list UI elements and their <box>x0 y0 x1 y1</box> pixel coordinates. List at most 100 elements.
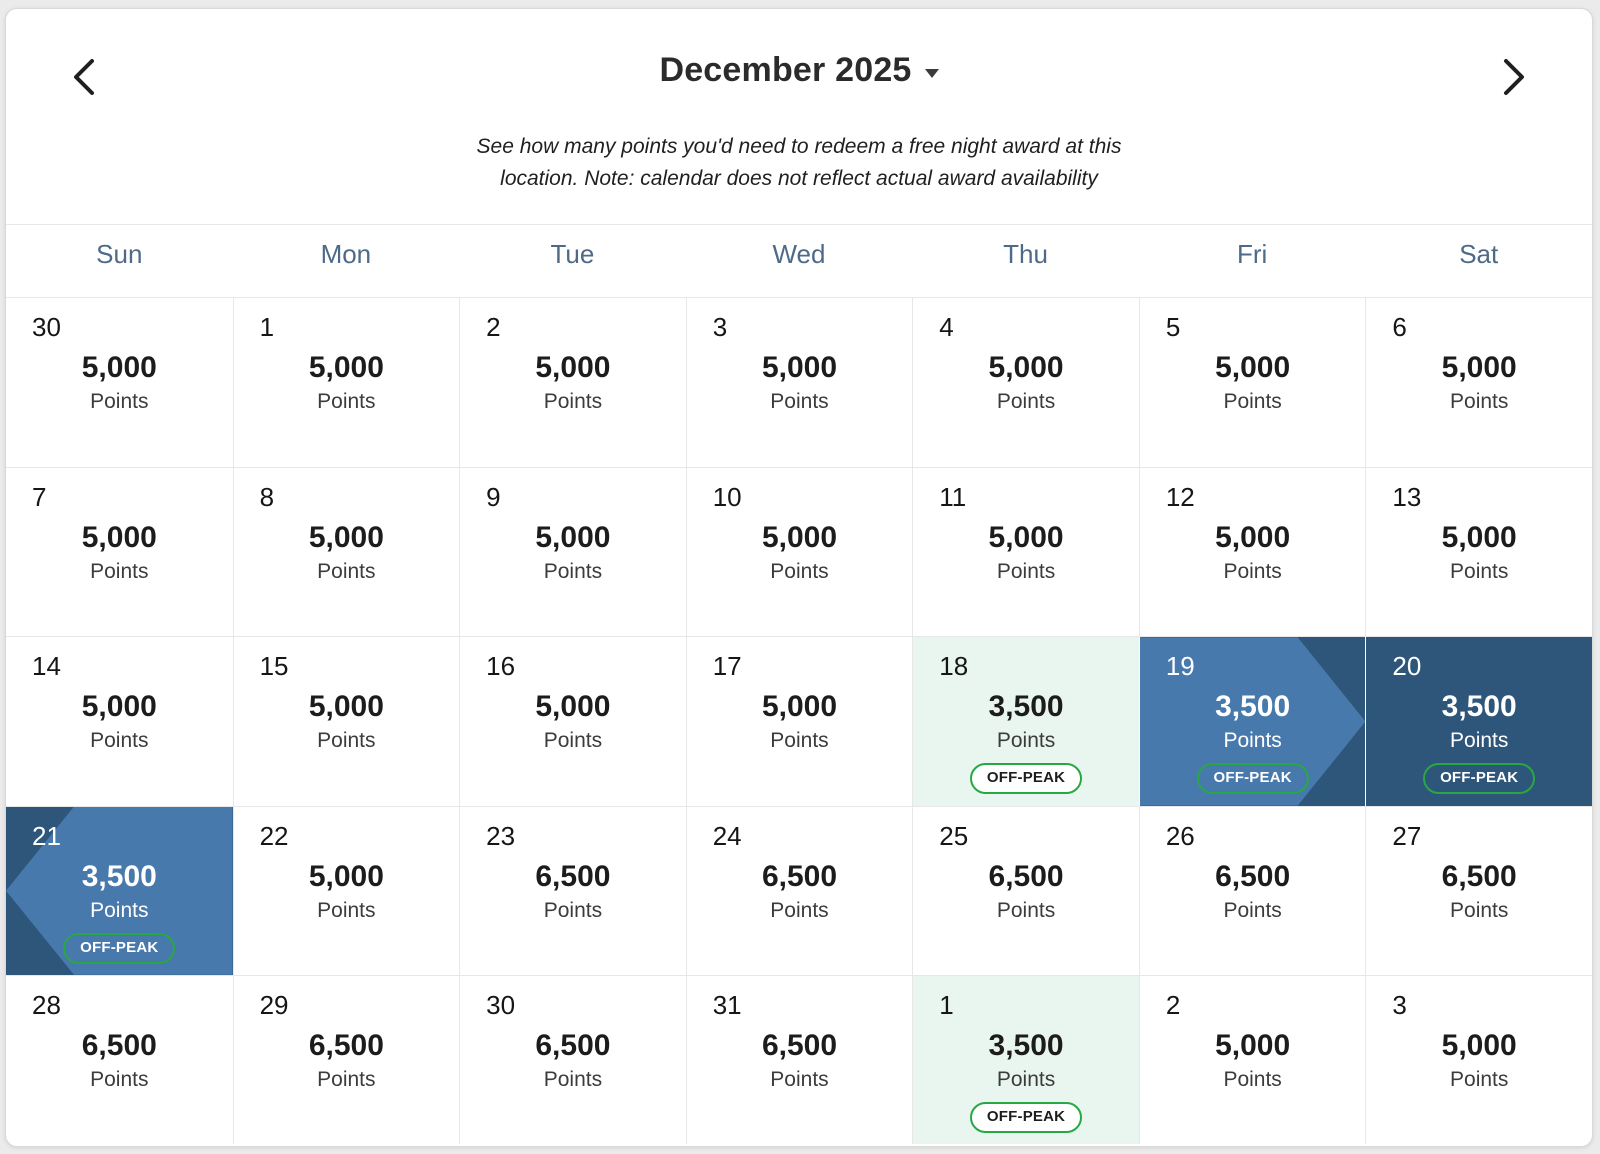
day-number: 28 <box>32 989 61 1020</box>
calendar-cell[interactable]: 28 6,500 Points <box>6 974 233 1144</box>
cell-points-block: 6,500 Points <box>460 859 686 923</box>
cell-points-block: 5,000 Points <box>234 520 460 584</box>
points-value: 5,000 <box>761 690 838 724</box>
calendar-cell[interactable]: 30 6,500 Points <box>459 974 686 1144</box>
weekday-label: Mon <box>320 238 372 269</box>
cell-points-block: 6,500 Points <box>913 859 1139 923</box>
calendar-cell[interactable]: 18 3,500 Points OFF-PEAK <box>912 636 1139 806</box>
calendar-cell[interactable]: 6 5,000 Points <box>1365 298 1592 468</box>
points-value: 5,000 <box>535 351 611 384</box>
points-label: Points <box>90 390 149 413</box>
day-number: 7 <box>32 482 47 513</box>
points-label: Points <box>770 390 829 413</box>
month-selector[interactable]: December 2025 <box>6 51 1592 90</box>
points-label: Points <box>996 729 1056 753</box>
cell-points-block: 5,000 Points <box>6 689 233 753</box>
calendar-cell[interactable]: 17 5,000 Points <box>685 636 913 806</box>
offpeak-badge: OFF-PEAK <box>969 1101 1083 1133</box>
calendar-cell[interactable]: 5 5,000 Points <box>1138 298 1366 468</box>
calendar-cell[interactable]: 13 5,000 Points <box>1365 467 1592 637</box>
award-points-calendar: December 2025 See how many points you'd … <box>5 8 1593 1147</box>
calendar-cell[interactable]: 23 6,500 Points <box>459 805 686 975</box>
calendar-cell[interactable]: 3 5,000 Points <box>685 298 913 468</box>
calendar-cell[interactable]: 26 6,500 Points <box>1138 805 1366 975</box>
points-value: 5,000 <box>308 351 384 384</box>
calendar-cell[interactable]: 7 5,000 Points <box>6 467 233 636</box>
cell-points-block: 6,500 Points <box>687 1028 913 1092</box>
points-label: Points <box>996 390 1056 413</box>
day-number: 18 <box>939 651 969 682</box>
cell-points-block: 6,500 Points <box>1366 859 1592 923</box>
points-value: 3,500 <box>81 859 157 893</box>
cell-points-block: 3,500 Points OFF-PEAK <box>1366 689 1592 795</box>
day-number: 5 <box>1165 312 1181 342</box>
calendar-cell[interactable]: 24 6,500 Points <box>685 805 913 975</box>
calendar-cell[interactable]: 16 5,000 Points <box>459 636 686 806</box>
previous-month-button[interactable] <box>62 55 106 99</box>
calendar-cell[interactable]: 21 3,500 Points OFF-PEAK <box>6 805 233 975</box>
calendar-cell[interactable]: 1 5,000 Points <box>232 298 460 468</box>
day-number: 19 <box>1165 651 1195 682</box>
calendar-description: See how many points you'd need to redeem… <box>389 131 1209 194</box>
calendar-cell[interactable]: 1 3,500 Points OFF-PEAK <box>912 974 1139 1144</box>
weekday-label: Fri <box>1236 238 1268 269</box>
calendar-cell[interactable]: 25 6,500 Points <box>912 805 1139 975</box>
calendar-cell[interactable]: 14 5,000 Points <box>6 636 233 805</box>
day-number: 14 <box>32 651 61 682</box>
calendar-cell[interactable]: 9 5,000 Points <box>459 467 686 637</box>
cell-points-block: 3,500 Points OFF-PEAK <box>913 689 1139 795</box>
points-label: Points <box>90 729 149 753</box>
calendar-cell[interactable]: 29 6,500 Points <box>232 974 460 1144</box>
points-value: 5,000 <box>761 521 838 555</box>
day-number: 2 <box>1165 989 1181 1020</box>
points-value: 5,000 <box>308 859 384 893</box>
cell-points-block: 3,500 Points OFF-PEAK <box>913 1028 1139 1133</box>
day-number: 1 <box>939 989 954 1020</box>
calendar-cell[interactable]: 30 5,000 Points <box>6 298 233 467</box>
cell-points-block: 5,000 Points <box>6 520 233 584</box>
cell-points-block: 5,000 Points <box>913 520 1139 584</box>
day-number: 29 <box>259 989 289 1020</box>
day-number: 12 <box>1165 482 1195 513</box>
cell-points-block: 5,000 Points <box>460 689 686 753</box>
calendar-cell[interactable]: 27 6,500 Points <box>1365 805 1592 975</box>
next-month-button[interactable] <box>1492 55 1536 99</box>
cell-points-block: 5,000 Points <box>1140 1028 1366 1092</box>
points-label: Points <box>770 1067 829 1091</box>
calendar-cell[interactable]: 20 3,500 Points OFF-PEAK <box>1365 636 1592 806</box>
calendar-cell[interactable]: 2 5,000 Points <box>1138 974 1366 1144</box>
points-label: Points <box>317 729 376 753</box>
cell-points-block: 5,000 Points <box>687 689 913 753</box>
points-value: 5,000 <box>535 690 611 724</box>
cell-points-block: 5,000 Points <box>1366 350 1592 414</box>
points-label: Points <box>996 560 1056 584</box>
cell-points-block: 5,000 Points <box>1366 520 1592 584</box>
points-label: Points <box>317 390 376 413</box>
points-value: 5,000 <box>308 521 384 555</box>
calendar-cell[interactable]: 19 3,500 Points OFF-PEAK <box>1138 636 1366 806</box>
points-label: Points <box>996 898 1056 922</box>
calendar-cell[interactable]: 8 5,000 Points <box>232 467 460 637</box>
points-label: Points <box>1450 1067 1509 1091</box>
calendar-cell[interactable]: 4 5,000 Points <box>912 298 1139 468</box>
cell-points-block: 5,000 Points <box>913 350 1139 414</box>
day-number: 16 <box>486 651 516 682</box>
calendar-cell[interactable]: 2 5,000 Points <box>459 298 686 468</box>
points-value: 3,500 <box>988 690 1064 724</box>
day-number: 20 <box>1392 651 1422 682</box>
calendar-cell[interactable]: 11 5,000 Points <box>912 467 1139 637</box>
points-value: 5,000 <box>535 521 611 555</box>
calendar-cell[interactable]: 12 5,000 Points <box>1138 467 1366 637</box>
calendar-cell[interactable]: 3 5,000 Points <box>1365 974 1592 1144</box>
points-value: 5,000 <box>308 690 384 724</box>
calendar-cell[interactable]: 31 6,500 Points <box>685 974 913 1144</box>
cell-points-block: 3,500 Points OFF-PEAK <box>6 859 233 964</box>
points-label: Points <box>1450 390 1509 413</box>
day-number: 17 <box>712 651 742 682</box>
calendar-cell[interactable]: 15 5,000 Points <box>232 636 460 806</box>
calendar-cell[interactable]: 22 5,000 Points <box>232 805 460 975</box>
day-number: 24 <box>712 820 742 851</box>
points-value: 5,000 <box>1441 1028 1517 1062</box>
day-number: 4 <box>939 312 954 342</box>
calendar-cell[interactable]: 10 5,000 Points <box>685 467 913 637</box>
